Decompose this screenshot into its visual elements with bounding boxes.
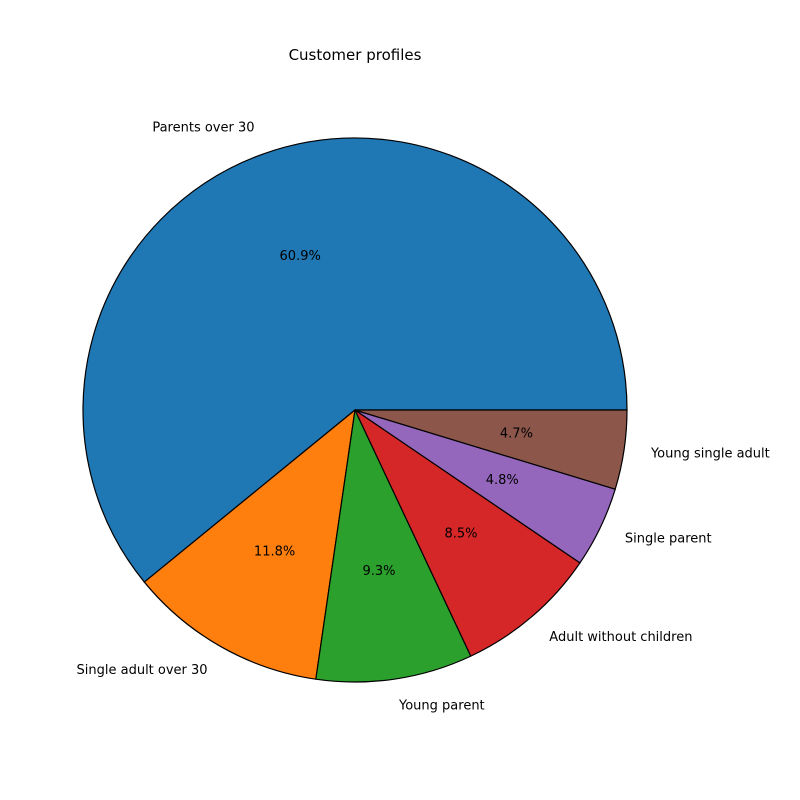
chart-title: Customer profiles bbox=[288, 46, 422, 64]
pie-slice-young-parent bbox=[315, 409, 472, 683]
pie-slices bbox=[82, 137, 628, 683]
slice-label-young-single-adult: Young single adult bbox=[650, 447, 770, 462]
slice-percent-single-parent: 4.8% bbox=[486, 473, 519, 488]
pie-slice-young-single-adult bbox=[354, 409, 628, 490]
pie-labels: Parents over 30 Single adult over 30 Young… bbox=[77, 121, 770, 714]
slice-label-single-adult-over-30: Single adult over 30 bbox=[77, 663, 208, 678]
slice-percent-single-adult-over-30: 11.8% bbox=[254, 545, 295, 560]
slice-percent-adult-without-children: 8.5% bbox=[444, 527, 477, 542]
slice-label-parents-over-30: Parents over 30 bbox=[152, 121, 254, 136]
pie-slice-parents-over-30 bbox=[82, 137, 628, 583]
pie-slice-adult-without-children bbox=[354, 409, 581, 657]
slice-percent-young-parent: 9.3% bbox=[362, 564, 395, 579]
pie-slice-single-adult-over-30 bbox=[143, 409, 356, 680]
pie-percent-labels: 60.9% 11.8% 9.3% 8.5% 4.8% 4.7% bbox=[254, 249, 533, 579]
slice-label-single-parent: Single parent bbox=[625, 532, 712, 547]
slice-percent-young-single-adult: 4.7% bbox=[500, 427, 533, 442]
slice-label-adult-without-children: Adult without children bbox=[549, 630, 692, 645]
slice-label-young-parent: Young parent bbox=[398, 698, 485, 713]
slice-percent-parents-over-30: 60.9% bbox=[280, 249, 321, 264]
